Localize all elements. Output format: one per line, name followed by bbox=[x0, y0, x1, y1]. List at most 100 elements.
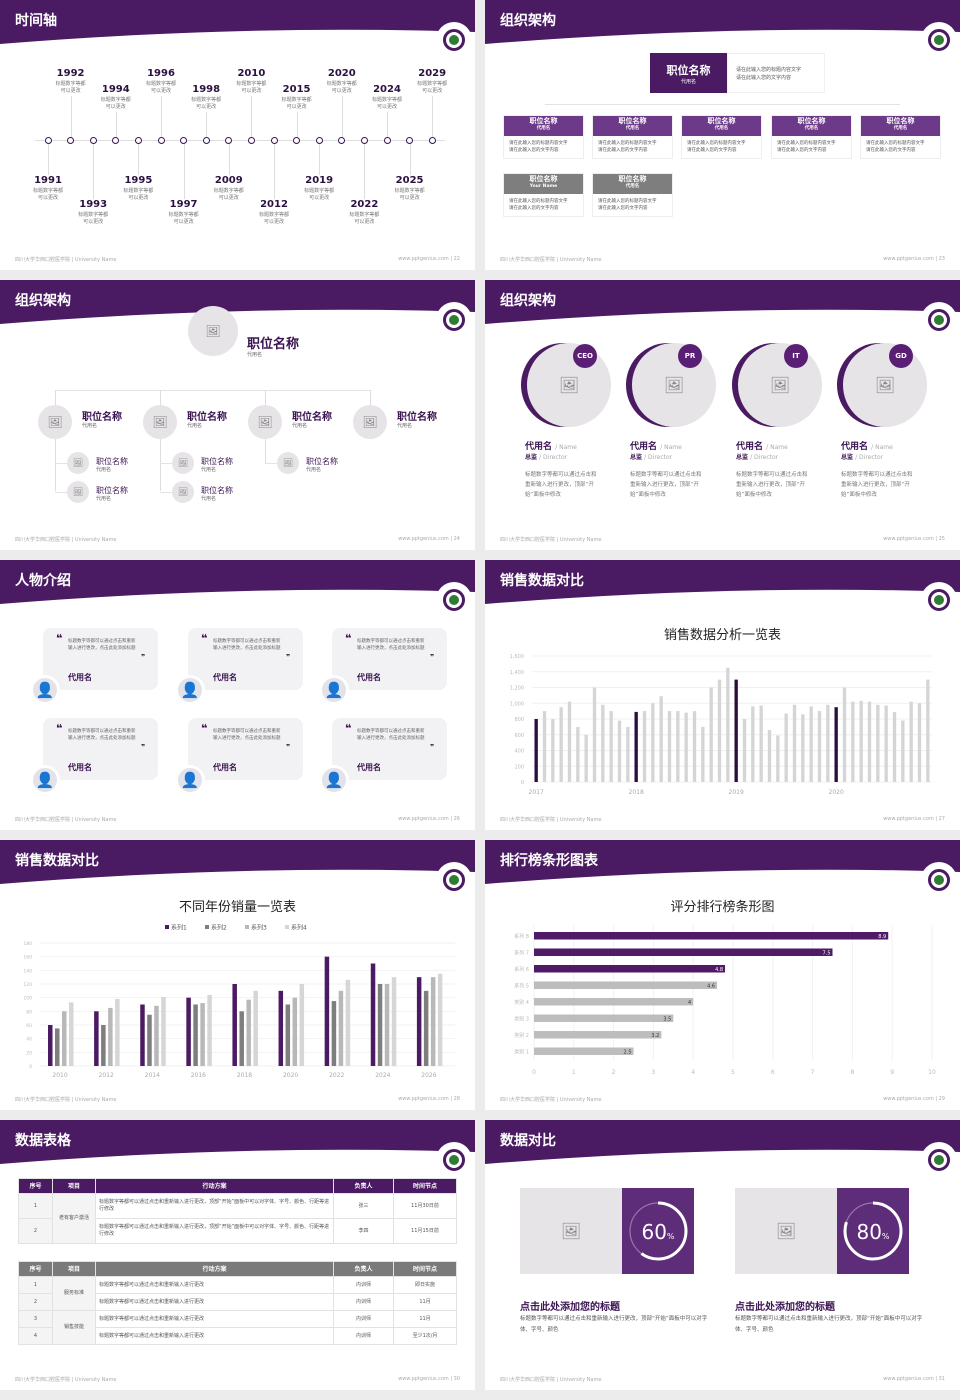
position-box[interactable]: 职位名称 代用名 请在此输入您的标题内容文字 请在此输入您的文字内容 bbox=[860, 115, 941, 159]
avatar-placeholder[interactable]: 🖼 bbox=[67, 481, 89, 503]
slide-27[interactable]: 销售数据对比 四川大学华西口腔医学院 | University Name www.p… bbox=[485, 560, 960, 830]
position-box[interactable]: 职位名称 代用名 请在此输入您的标题内容文字 请在此输入您的文字内容 bbox=[681, 115, 762, 159]
quote-card[interactable]: ❝ 标题数字等都可以通过点击和重新输入进行更改，点击此处添加标题 ❞ 代用名 bbox=[332, 628, 447, 690]
avatar-placeholder[interactable]: 🖼 bbox=[632, 343, 716, 427]
slide-30[interactable]: 数据表格 四川大学华西口腔医学院 | University Name www.ppt… bbox=[0, 1120, 475, 1390]
org-connector bbox=[55, 390, 370, 391]
category-label: 类别 3 bbox=[514, 1016, 529, 1023]
timeline-node[interactable] bbox=[157, 136, 165, 144]
bar bbox=[101, 1025, 106, 1066]
footer-school: 四川大学华西口腔医学院 | University Name bbox=[500, 1377, 602, 1383]
slide-22[interactable]: 时间轴 四川大学华西口腔医学院 | University Name www.pptg… bbox=[0, 0, 475, 270]
slide-24[interactable]: 组织架构 四川大学华西口腔医学院 | University Name www.ppt… bbox=[0, 280, 475, 550]
open-quote-icon: ❝ bbox=[201, 632, 208, 645]
image-placeholder[interactable]: 🖼 bbox=[735, 1188, 837, 1274]
timeline-node[interactable] bbox=[383, 136, 391, 144]
position-box[interactable]: 职位名称 代用名 请在此输入您的标题内容文字 请在此输入您的文字内容 bbox=[771, 115, 852, 159]
cell-owner: 内训师 bbox=[333, 1310, 394, 1328]
avatar-placeholder[interactable]: 🖼 bbox=[353, 405, 387, 439]
desc-line: 请在此输入您的标题内容文字 bbox=[598, 141, 657, 146]
avatar-placeholder[interactable]: 🖼 bbox=[248, 405, 282, 439]
timeline-desc: 标题数字等都 可以更改 bbox=[312, 81, 372, 95]
avatar-placeholder[interactable]: 🖼 bbox=[738, 343, 822, 427]
cell-plan: 标题数字等都可以通过点击和重新输入进行更改，顶部“开始”面板中可以对字体、字号、… bbox=[95, 1193, 334, 1219]
slide-26[interactable]: 人物介绍 四川大学华西口腔医学院 | University Name www.ppt… bbox=[0, 560, 475, 830]
position-box[interactable]: 职位名称 Your Name 请在此输入您的标题内容文字 请在此输入您的文字内容 bbox=[503, 173, 584, 217]
avatar[interactable]: 👤 bbox=[30, 765, 60, 795]
avatar-placeholder[interactable]: 🖼 bbox=[527, 343, 611, 427]
data-label: 3.5 bbox=[663, 1017, 671, 1023]
avatar-placeholder[interactable]: 🖼 bbox=[843, 343, 927, 427]
slide-29[interactable]: 排行榜条形图表 四川大学华西口腔医学院 | University Name www.… bbox=[485, 840, 960, 1110]
avatar[interactable]: 👤 bbox=[30, 675, 60, 705]
timeline-node[interactable] bbox=[315, 136, 323, 144]
timeline-year: 2022 bbox=[350, 199, 379, 210]
timeline-node[interactable] bbox=[112, 136, 120, 144]
column-header: 行动方案 bbox=[95, 1261, 334, 1277]
timeline-desc: 标题数字等都 可以更改 bbox=[41, 81, 101, 95]
position-box[interactable]: 职位名称 代用名 请在此输入您的标题内容文字 请在此输入您的文字内容 bbox=[592, 173, 673, 217]
timeline-year: 1997 bbox=[169, 199, 198, 210]
timeline-node[interactable] bbox=[180, 136, 188, 144]
legend-swatch bbox=[165, 925, 169, 929]
timeline-node[interactable] bbox=[67, 136, 75, 144]
slide-23[interactable]: 组织架构 四川大学华西口腔医学院 | University Name www.ppt… bbox=[485, 0, 960, 270]
timeline-desc: 标题数字等都 可以更改 bbox=[289, 188, 349, 202]
avatar[interactable]: 👤 bbox=[175, 765, 205, 795]
avatar-placeholder[interactable]: 🖼 bbox=[172, 452, 194, 474]
avatar[interactable]: 👤 bbox=[175, 675, 205, 705]
slide-31[interactable]: 数据对比 四川大学华西口腔医学院 | University Name www.ppt… bbox=[485, 1120, 960, 1390]
desc-line: 请在此输入您的文字内容 bbox=[687, 148, 737, 153]
desc-line: 可以更改 bbox=[309, 195, 330, 201]
bar bbox=[834, 707, 838, 782]
y-tick-label: 600 bbox=[514, 733, 524, 739]
avatar-placeholder[interactable]: 🖼 bbox=[143, 405, 177, 439]
quote-card[interactable]: ❝ 标题数字等都可以通过点击和重新输入进行更改，点击此处添加标题 ❞ 代用名 bbox=[332, 718, 447, 780]
quote-card[interactable]: ❝ 标题数字等都可以通过点击和重新输入进行更改，点击此处添加标题 ❞ 代用名 bbox=[43, 628, 158, 690]
avatar-placeholder[interactable]: 🖼 bbox=[67, 452, 89, 474]
quote-card[interactable]: ❝ 标题数字等都可以通过点击和重新输入进行更改，点击此处添加标题 ❞ 代用名 bbox=[43, 718, 158, 780]
desc-line: 标题数字等都 bbox=[145, 81, 176, 87]
position-box[interactable]: 职位名称 代用名 请在此输入您的标题内容文字 请在此输入您的文字内容 bbox=[592, 115, 673, 159]
bar bbox=[826, 704, 830, 782]
timeline-node[interactable] bbox=[293, 136, 301, 144]
category-label: 系列 8 bbox=[514, 933, 529, 940]
position-box[interactable]: 职位名称 代用名 请在此输入您的标题内容文字 请在此输入您的文字内容 bbox=[503, 115, 584, 159]
timeline-node[interactable] bbox=[338, 136, 346, 144]
university-logo bbox=[436, 582, 472, 618]
avatar[interactable]: 👤 bbox=[319, 675, 349, 705]
connector-line bbox=[409, 140, 411, 175]
desc-line: 标题数字等都 bbox=[281, 97, 312, 103]
cell-no: 4 bbox=[18, 1327, 53, 1345]
timeline-node[interactable] bbox=[360, 136, 368, 144]
x-tick-label: 0 bbox=[532, 1069, 536, 1076]
avatar-placeholder[interactable]: 🖼 bbox=[277, 452, 299, 474]
slide-28[interactable]: 销售数据对比 四川大学华西口腔医学院 | University Name www.p… bbox=[0, 840, 475, 1110]
timeline-node[interactable] bbox=[134, 136, 142, 144]
x-tick-label: 2017 bbox=[529, 789, 544, 796]
avatar-placeholder[interactable]: 🖼 bbox=[38, 405, 72, 439]
timeline-node[interactable] bbox=[406, 136, 414, 144]
quote-card[interactable]: ❝ 标题数字等都可以通过点击和重新输入进行更改，点击此处添加标题 ❞ 代用名 bbox=[188, 628, 303, 690]
image-placeholder[interactable]: 🖼 bbox=[520, 1188, 622, 1274]
top-position-box[interactable]: 职位名称 代用名 bbox=[650, 53, 727, 93]
desc-line: 请在此输入您的文字内容 bbox=[777, 148, 827, 153]
timeline-node[interactable] bbox=[44, 136, 52, 144]
slide-25[interactable]: 组织架构 四川大学华西口腔医学院 | University Name www.ppt… bbox=[485, 280, 960, 550]
position-sub: 代用名 bbox=[247, 352, 263, 358]
avatar-placeholder[interactable]: 🖼 bbox=[188, 306, 238, 356]
timeline-node[interactable] bbox=[247, 136, 255, 144]
timeline-node[interactable] bbox=[225, 136, 233, 144]
slide-title: 人物介绍 bbox=[15, 573, 71, 589]
timeline-node[interactable] bbox=[270, 136, 278, 144]
desc-line: 可以更改 bbox=[354, 219, 375, 225]
avatar[interactable]: 👤 bbox=[319, 765, 349, 795]
timeline-node[interactable] bbox=[89, 136, 97, 144]
desc-line: 标题数字等都 bbox=[78, 212, 109, 218]
quote-card[interactable]: ❝ 标题数字等都可以通过点击和重新输入进行更改，点击此处添加标题 ❞ 代用名 bbox=[188, 718, 303, 780]
avatar-placeholder[interactable]: 🖼 bbox=[172, 481, 194, 503]
timeline-node[interactable] bbox=[202, 136, 210, 144]
header-shape bbox=[0, 280, 475, 324]
timeline-node[interactable] bbox=[428, 136, 436, 144]
role-badge: GD bbox=[889, 344, 913, 368]
